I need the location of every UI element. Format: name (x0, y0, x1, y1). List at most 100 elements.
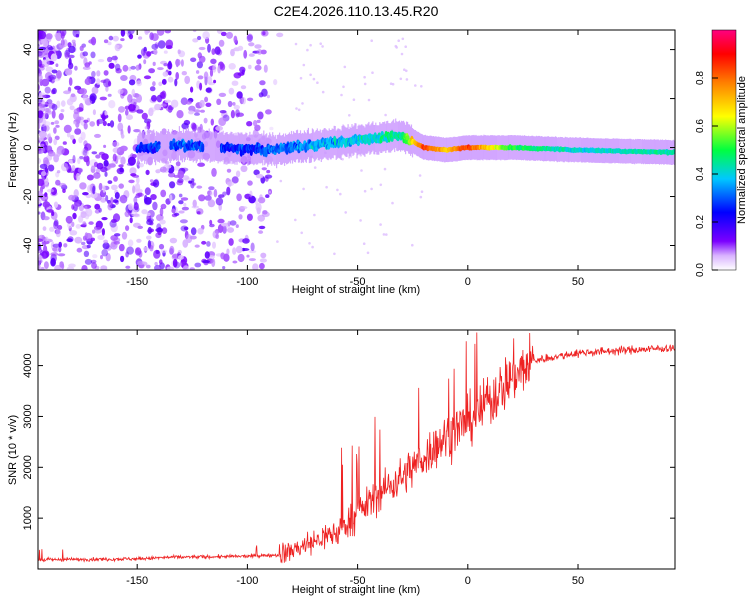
noise-point (81, 265, 88, 270)
noise-point (178, 193, 183, 198)
y-tick-label: 1000 (22, 506, 34, 530)
noise-point (55, 32, 62, 42)
noise-point (279, 179, 283, 183)
noise-point (61, 100, 66, 107)
noise-point (154, 261, 158, 266)
noise-point (39, 163, 48, 169)
noise-point (222, 225, 227, 234)
noise-point (95, 154, 101, 159)
noise-point (207, 190, 212, 196)
noise-point (149, 245, 154, 252)
noise-point (211, 167, 217, 177)
noise-point (119, 167, 124, 173)
noise-point (57, 225, 63, 230)
noise-point (258, 230, 264, 234)
noise-point (92, 109, 96, 116)
noise-point (133, 202, 139, 211)
noise-point (391, 201, 394, 205)
noise-point (126, 114, 133, 120)
noise-point (100, 197, 107, 203)
noise-point (258, 225, 266, 230)
signal-halo (204, 131, 206, 161)
noise-point (43, 261, 49, 269)
noise-point (205, 87, 212, 93)
noise-point (136, 80, 143, 87)
noise-point (41, 147, 45, 153)
noise-point (119, 145, 128, 152)
noise-point (153, 49, 158, 55)
noise-point (110, 223, 118, 233)
snr-background (38, 330, 675, 569)
noise-point (194, 112, 200, 116)
noise-point (39, 103, 44, 109)
noise-point (93, 172, 101, 179)
noise-point (90, 36, 97, 46)
noise-point (55, 179, 61, 186)
noise-point (66, 266, 75, 270)
noise-point (68, 45, 76, 54)
noise-point (69, 230, 78, 236)
noise-point (308, 242, 311, 245)
noise-point (51, 103, 58, 111)
noise-point (38, 110, 44, 119)
noise-point (103, 70, 109, 76)
signal-halo (215, 131, 217, 161)
x-tick-label: -150 (126, 575, 148, 587)
noise-point (395, 46, 399, 49)
colorbar-tick-label: 0.6 (695, 119, 706, 133)
noise-point (166, 266, 175, 270)
noise-point (108, 62, 115, 69)
noise-point (144, 30, 149, 35)
noise-point (169, 181, 176, 189)
noise-point (64, 49, 70, 58)
noise-point (220, 31, 227, 37)
noise-point (58, 44, 65, 49)
signal-halo (213, 132, 215, 162)
noise-point (60, 31, 65, 39)
signal-halo (211, 132, 213, 162)
noise-point (385, 233, 388, 236)
noise-point (336, 188, 339, 192)
snr-x-ticks: -150 -100 -50 0 50 (126, 330, 584, 587)
noise-point (97, 234, 105, 240)
noise-point (38, 130, 47, 139)
noise-point (146, 51, 152, 57)
noise-point (181, 71, 187, 76)
noise-point (86, 174, 94, 181)
noise-point (48, 136, 53, 144)
noise-point (253, 120, 258, 127)
noise-point (321, 45, 324, 48)
noise-point (168, 172, 176, 178)
noise-point (138, 250, 143, 258)
noise-point (319, 42, 323, 45)
noise-point (133, 129, 141, 133)
noise-point (75, 224, 82, 229)
noise-point (182, 175, 190, 181)
noise-point (63, 124, 72, 134)
signal-halo (163, 132, 165, 162)
noise-point (74, 236, 83, 244)
noise-point (321, 90, 325, 94)
noise-point (168, 60, 172, 70)
noise-point (199, 82, 203, 91)
noise-point (127, 30, 135, 35)
noise-point (79, 88, 88, 95)
noise-point (276, 240, 279, 243)
noise-point (111, 141, 120, 147)
noise-point (177, 49, 181, 54)
noise-point (312, 77, 316, 81)
noise-point (249, 190, 253, 198)
noise-point (155, 232, 162, 239)
noise-point (86, 244, 91, 249)
noise-point (208, 255, 215, 259)
noise-point (118, 183, 124, 189)
noise-point (92, 254, 98, 259)
noise-point (156, 94, 163, 103)
noise-point (53, 138, 58, 146)
noise-point (56, 100, 61, 109)
signal-halo (212, 131, 214, 161)
snr-frame (37, 329, 676, 570)
noise-point (366, 251, 370, 255)
noise-point (107, 180, 113, 185)
noise-point (76, 247, 83, 253)
